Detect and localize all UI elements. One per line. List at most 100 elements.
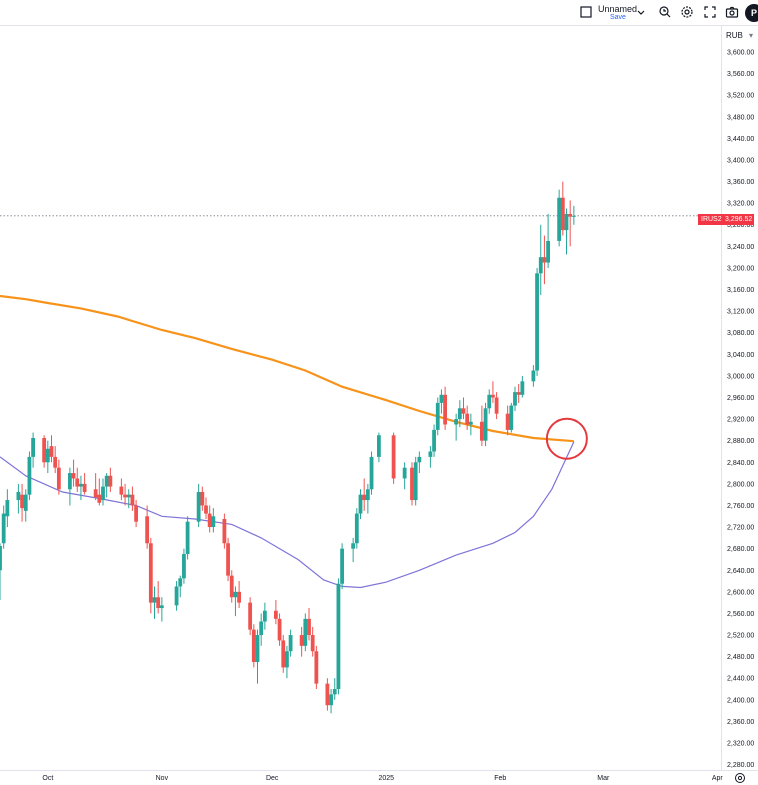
candle-body	[5, 500, 10, 517]
candle-body	[20, 494, 24, 509]
candle-body	[49, 446, 54, 457]
x-tick-label: Apr	[712, 775, 724, 782]
candle-body	[461, 408, 466, 414]
x-tick-label: Feb	[494, 775, 506, 782]
top-toolbar: Unnamed Save P	[0, 0, 758, 26]
candle-body	[494, 397, 499, 414]
x-tick-label: 2025	[378, 775, 394, 782]
candle-body	[119, 486, 124, 495]
candle-body	[325, 683, 330, 706]
candle-body	[130, 494, 135, 506]
moving-average-long	[0, 294, 574, 443]
candle-body	[516, 392, 521, 395]
candle-body	[248, 602, 253, 630]
y-tick-label: 3,240.00	[727, 244, 754, 251]
y-tick-label: 3,000.00	[727, 373, 754, 380]
candle-body	[303, 618, 308, 646]
candle-body	[145, 516, 150, 544]
candle-body	[277, 618, 282, 641]
candle-body	[285, 651, 289, 668]
time-axis-border	[0, 770, 758, 771]
candle-body	[27, 456, 32, 495]
candle-body	[354, 513, 359, 544]
candle-body	[23, 494, 28, 511]
checkbox-icon[interactable]	[579, 5, 593, 19]
candle-body	[491, 394, 495, 398]
candle-body	[454, 419, 459, 425]
candle-body	[564, 213, 569, 231]
x-tick-label: Mar	[597, 775, 610, 782]
candle-body	[71, 473, 76, 479]
candle-body	[281, 640, 286, 668]
candle-body	[204, 505, 208, 514]
x-tick-label: Nov	[156, 775, 169, 782]
candle-body	[365, 489, 370, 501]
y-tick-label: 2,280.00	[727, 762, 754, 769]
candle-body	[513, 392, 517, 406]
avatar[interactable]: P	[745, 4, 758, 22]
moving-average-short	[0, 441, 575, 589]
last-price-symbol: IRUS2	[701, 216, 722, 223]
x-tick-label: Dec	[266, 775, 279, 782]
y-tick-label: 3,440.00	[727, 136, 754, 143]
y-tick-label: 3,120.00	[727, 309, 754, 316]
last-price-tag: IRUS2 3,296.52	[698, 214, 754, 225]
candle-body	[417, 456, 422, 463]
candle-body	[531, 370, 536, 382]
settings-gear-icon[interactable]	[734, 772, 746, 784]
candle-body	[487, 394, 492, 409]
highlight-circle	[545, 417, 588, 460]
candle-body	[329, 694, 333, 706]
candle-body	[340, 548, 345, 584]
candle-body	[123, 494, 127, 498]
candle-body	[520, 381, 525, 395]
candle-body	[391, 435, 396, 479]
candle-body	[226, 543, 230, 576]
candle-body	[538, 257, 543, 274]
y-tick-label: 2,680.00	[727, 546, 754, 553]
candle-body	[310, 635, 315, 652]
candle-body	[0, 545, 2, 571]
candle-body	[126, 494, 131, 498]
candle-body	[465, 413, 470, 425]
candle-body	[336, 583, 341, 690]
y-tick-label: 3,280.00	[727, 222, 754, 229]
candle-body	[509, 405, 514, 430]
candle-body	[273, 610, 278, 619]
candle-body	[152, 597, 157, 603]
candle-body	[185, 521, 190, 555]
y-tick-label: 2,640.00	[727, 568, 754, 575]
candle-body	[351, 543, 356, 549]
candle-body	[16, 491, 21, 501]
camera-icon[interactable]	[725, 5, 739, 19]
y-tick-label: 3,400.00	[727, 157, 754, 164]
y-tick-label: 2,840.00	[727, 460, 754, 467]
candle-body	[542, 257, 547, 263]
y-tick-label: 2,440.00	[727, 676, 754, 683]
fullscreen-icon[interactable]	[703, 5, 717, 19]
y-tick-label: 2,880.00	[727, 438, 754, 445]
y-tick-label: 3,600.00	[727, 49, 754, 56]
y-tick-label: 2,360.00	[727, 719, 754, 726]
currency-label[interactable]: RUB	[726, 31, 743, 40]
y-tick-label: 3,320.00	[727, 201, 754, 208]
candle-body	[93, 489, 98, 498]
candle-body	[31, 437, 36, 457]
layout-name[interactable]: Unnamed	[598, 4, 638, 14]
save-link[interactable]: Save	[610, 14, 626, 21]
price-chart[interactable]: 3,600.00 3,560.00 3,520.00 3,480.00 3,440.00…	[0, 25, 758, 785]
candle-body	[546, 240, 551, 263]
currency-chevron-icon[interactable]: ▾	[749, 31, 754, 40]
candle-body	[67, 473, 72, 490]
alert-clock-icon[interactable]	[658, 5, 672, 19]
candle-body	[505, 413, 510, 430]
y-tick-label: 2,800.00	[727, 481, 754, 488]
chevron-down-icon[interactable]	[634, 5, 648, 19]
candle-body	[402, 467, 407, 479]
gear-icon[interactable]	[680, 5, 694, 19]
x-tick-label: Oct	[42, 775, 53, 782]
candle-body	[468, 421, 473, 425]
candle-body	[75, 478, 80, 487]
candle-body	[332, 689, 337, 695]
candle-body	[428, 451, 433, 457]
